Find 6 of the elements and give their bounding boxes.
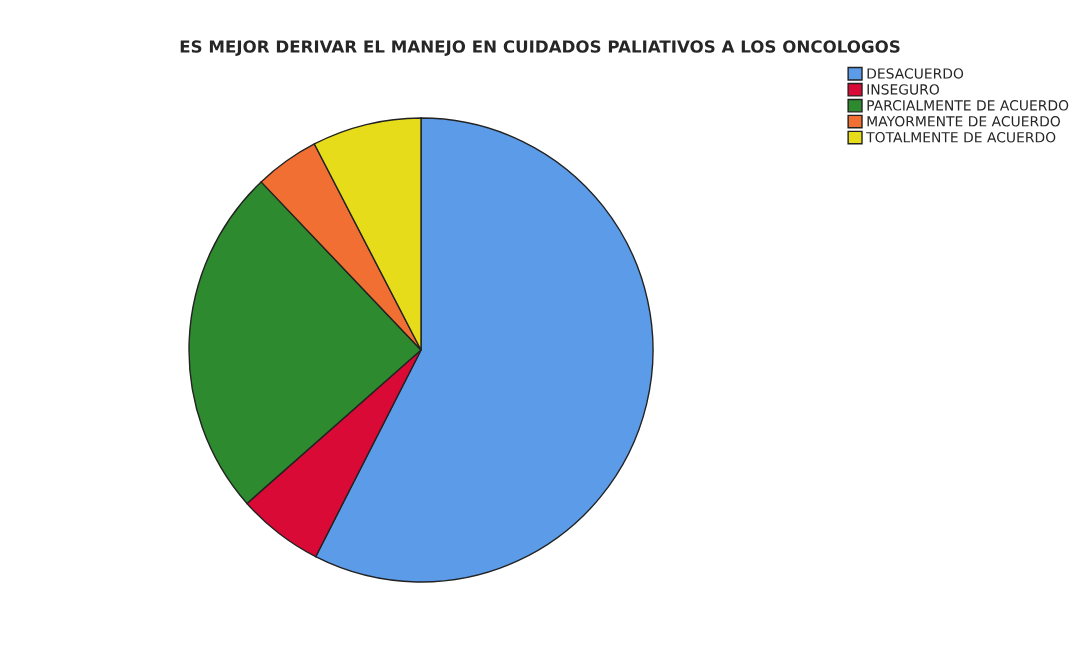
legend-label: INSEGURO <box>867 84 939 95</box>
legend-label: PARCIALMENTE DE ACUERDO <box>867 100 1069 111</box>
legend-label: DESACUERDO <box>867 68 964 79</box>
chart-title: ES MEJOR DERIVAR EL MANEJO EN CUIDADOS PALIATIVOS A LOS ONCOLOGOS <box>180 40 900 56</box>
legend-label: TOTALMENTE DE ACUERDO <box>866 132 1056 143</box>
legend-label: MAYORMENTE DE ACUERDO <box>867 116 1060 127</box>
